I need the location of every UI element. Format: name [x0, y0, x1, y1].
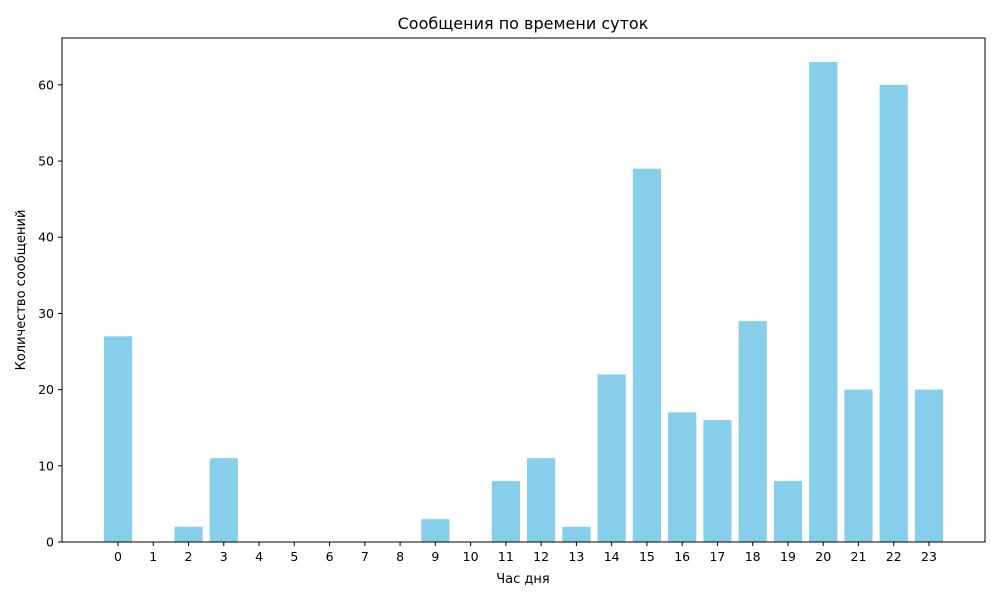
- x-tick-label: 21: [851, 549, 867, 564]
- x-tick-label: 22: [886, 549, 902, 564]
- x-tick-label: 0: [114, 549, 122, 564]
- x-tick-label: 20: [815, 549, 831, 564]
- bar-hour-0: [103, 336, 133, 542]
- bar-hour-16: [668, 412, 697, 542]
- y-tick-label: 0: [46, 535, 54, 550]
- bar-hour-3: [209, 458, 238, 542]
- y-tick-label: 40: [38, 230, 54, 245]
- bar-hour-11: [491, 481, 520, 542]
- bars-group: [103, 62, 944, 543]
- y-tick-label: 10: [38, 458, 54, 473]
- x-tick-label: 9: [431, 549, 439, 564]
- bar-hour-17: [703, 420, 732, 542]
- bar-hour-18: [738, 321, 767, 542]
- bar-hour-15: [632, 168, 662, 543]
- x-tick-label: 15: [639, 549, 655, 564]
- y-tick-label: 20: [38, 382, 54, 397]
- x-tick-label: 1: [149, 549, 157, 564]
- x-tick-label: 10: [463, 549, 479, 564]
- x-tick-label: 4: [255, 549, 263, 564]
- bar-hour-19: [773, 481, 803, 542]
- x-tick-label: 6: [326, 549, 334, 564]
- bar-hour-12: [527, 458, 556, 542]
- x-tick-label: 17: [709, 549, 725, 564]
- y-tick-label: 60: [38, 77, 54, 92]
- bar-hour-20: [809, 62, 838, 542]
- x-tick-label: 8: [396, 549, 404, 564]
- x-tick-label: 3: [220, 549, 228, 564]
- y-axis-label: Количество сообщений: [14, 210, 29, 371]
- x-tick-label: 11: [498, 549, 514, 564]
- x-tick-label: 16: [674, 549, 690, 564]
- x-tick-label: 23: [921, 549, 937, 564]
- chart-title: Сообщения по времени суток: [398, 14, 649, 33]
- plot-area-frame: [61, 37, 986, 543]
- bar-hour-23: [914, 389, 944, 542]
- x-tick-label: 7: [361, 549, 369, 564]
- y-axis: 0 10 20 30 40 50 60: [38, 77, 62, 550]
- bar-hour-21: [844, 389, 873, 542]
- bar-hour-9: [421, 519, 450, 542]
- x-tick-label: 18: [745, 549, 761, 564]
- x-tick-label: 12: [533, 549, 549, 564]
- bar-hour-13: [562, 526, 591, 542]
- y-tick-label: 30: [38, 306, 54, 321]
- x-axis: 0 1 2 3 4 5 6 7 8 9 10 11 12 13 14 15 16 17 18 19 20 21 22 23: [114, 542, 937, 564]
- x-axis-label: Час дня: [496, 572, 549, 587]
- x-tick-label: 14: [604, 549, 620, 564]
- x-tick-label: 19: [780, 549, 796, 564]
- x-tick-label: 2: [185, 549, 193, 564]
- x-tick-label: 13: [568, 549, 584, 564]
- bar-hour-22: [879, 84, 908, 543]
- y-tick-label: 50: [38, 154, 54, 169]
- x-tick-label: 5: [290, 549, 298, 564]
- bar-hour-2: [174, 526, 203, 542]
- bar-hour-14: [597, 374, 626, 542]
